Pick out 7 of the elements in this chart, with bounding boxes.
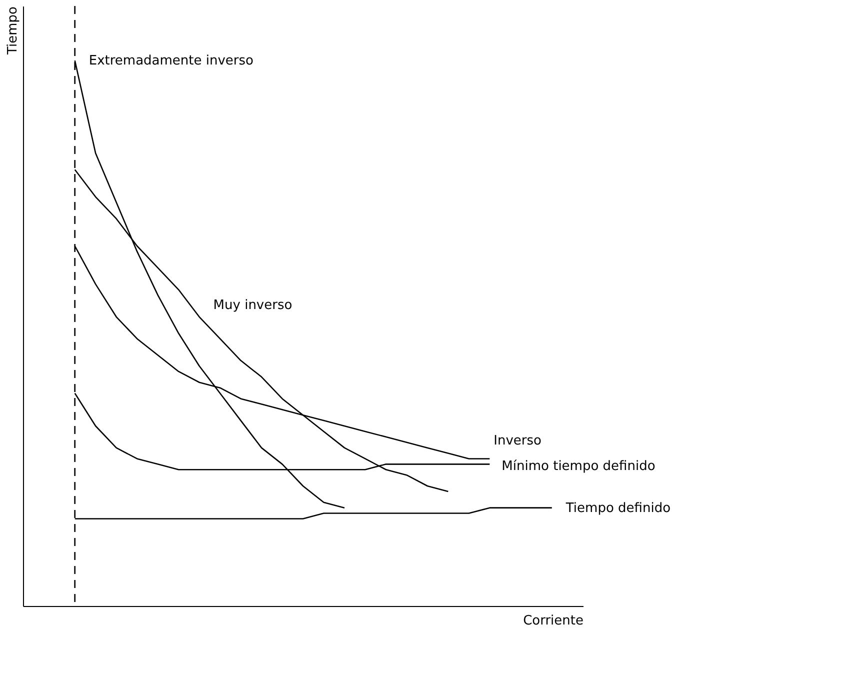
x-axis-title: Corriente xyxy=(523,614,584,628)
series-label: Muy inverso xyxy=(213,298,292,313)
series-label: Inverso xyxy=(494,434,542,449)
series-label: Extremadamente inverso xyxy=(88,54,254,69)
series-label: Mínimo tiempo definido xyxy=(502,459,656,474)
series-label: Tiempo definido xyxy=(564,500,671,516)
y-axis-title: Tiempo xyxy=(6,6,20,56)
